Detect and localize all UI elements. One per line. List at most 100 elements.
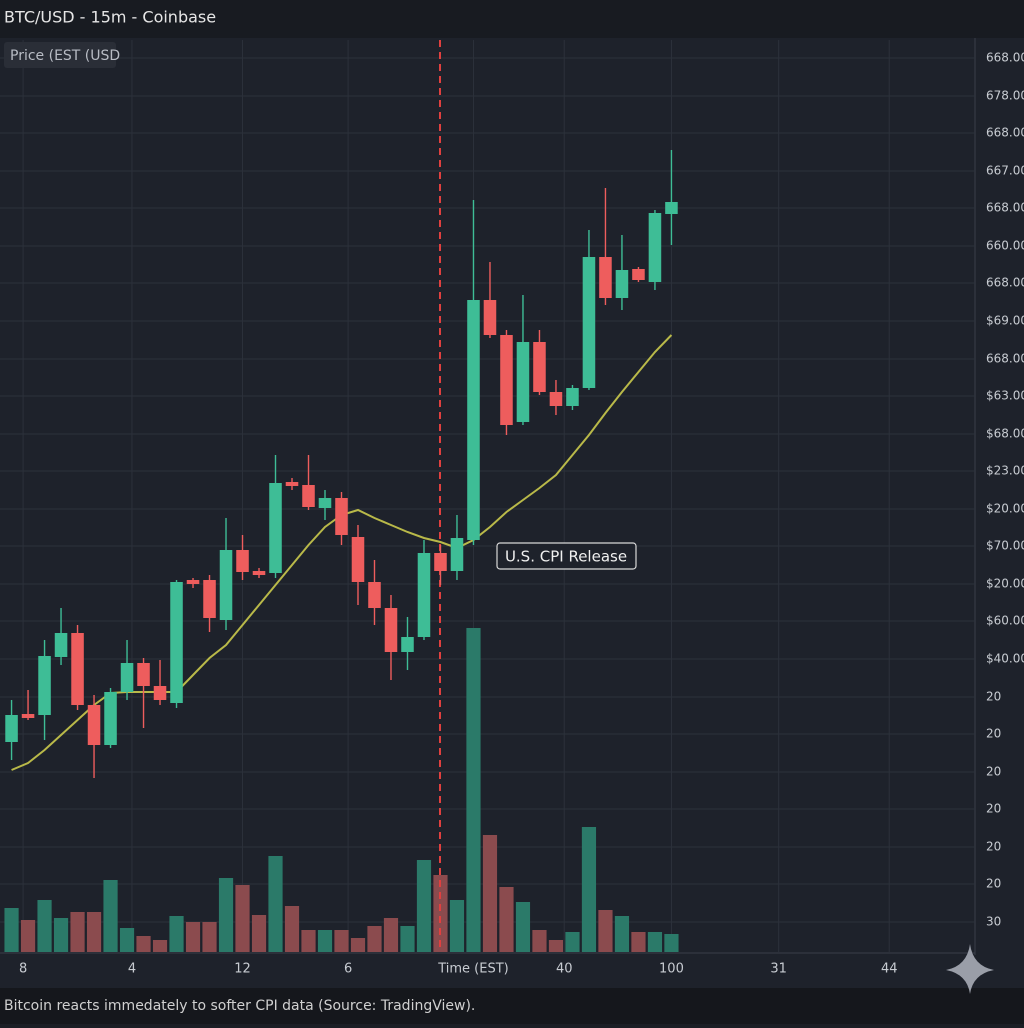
candle-body xyxy=(203,580,216,618)
candle-body xyxy=(186,580,200,584)
candle-body xyxy=(302,485,315,507)
y-tick-label: $20.00 xyxy=(986,577,1024,591)
volume-bar xyxy=(53,918,69,952)
volume-bar xyxy=(647,932,663,952)
y-tick-label: 30 xyxy=(986,915,1001,929)
volume-bar xyxy=(119,928,135,952)
volume-bar xyxy=(301,930,316,952)
y-tick-label: $69.00 xyxy=(986,314,1024,328)
y-tick-label: 20 xyxy=(986,802,1001,816)
candle-body xyxy=(54,633,68,657)
y-tick-label: $23.00 xyxy=(986,464,1024,478)
y-tick-label: $68.00 xyxy=(986,427,1024,441)
candle-body xyxy=(153,686,167,700)
volume-bar xyxy=(581,827,597,952)
x-tick-label: 12 xyxy=(234,962,251,977)
candle-body xyxy=(351,537,365,582)
candles xyxy=(5,150,678,778)
candle-body xyxy=(648,213,662,282)
candle-body xyxy=(137,663,150,686)
candle-body xyxy=(500,335,513,425)
x-tick-label: 4 xyxy=(128,962,136,977)
volume-bar xyxy=(218,878,234,952)
top-bar xyxy=(0,0,1024,38)
candle-body xyxy=(582,257,596,388)
volume-bar xyxy=(565,932,580,952)
volume-bar xyxy=(136,936,151,952)
volume-bar xyxy=(515,902,531,952)
x-tick-label: 44 xyxy=(881,962,898,977)
candle-body xyxy=(5,715,18,742)
x-tick-label: 6 xyxy=(344,962,352,977)
annotation-box xyxy=(496,542,637,570)
y-tick-label: 668.00 xyxy=(986,276,1024,290)
candle-body xyxy=(467,300,480,540)
volume-bar xyxy=(433,875,448,952)
volume-bar xyxy=(251,915,267,952)
y-tick-label: 20 xyxy=(986,840,1001,854)
candle-body xyxy=(21,714,35,718)
y-tick-label: $40.00 xyxy=(986,652,1024,666)
volume-bar xyxy=(202,922,217,952)
candle-body xyxy=(219,550,233,620)
volume-bar xyxy=(548,940,564,952)
volume-bar xyxy=(466,628,481,952)
y-tick-label: $70.00 xyxy=(986,539,1024,553)
y-tick-label: $20.00 xyxy=(986,502,1024,516)
volume-bars xyxy=(4,628,679,952)
volume-bar xyxy=(4,908,19,952)
annotation: U.S. CPI Release xyxy=(505,548,627,566)
x-tick-label: 40 xyxy=(556,962,573,977)
candle-body xyxy=(335,498,348,535)
candle-body xyxy=(516,342,530,422)
volume-bar xyxy=(185,922,201,952)
candle-body xyxy=(417,553,431,637)
y-tick-label: 668.00 xyxy=(986,201,1024,215)
y-tick-label: $63.00 xyxy=(986,389,1024,403)
x-tick-label: 8 xyxy=(19,962,27,977)
x-tick-label: 100 xyxy=(659,962,684,977)
volume-bar xyxy=(482,835,498,952)
candle-body xyxy=(318,498,332,508)
volume-bar xyxy=(664,934,679,952)
volume-bar xyxy=(37,900,52,952)
volume-bar xyxy=(103,880,118,952)
candle-body xyxy=(450,538,464,571)
volume-bar xyxy=(499,887,514,952)
volume-bar xyxy=(86,912,102,952)
candle-body xyxy=(236,550,249,572)
y-tick-label: 668.00 xyxy=(986,352,1024,366)
candle-body xyxy=(632,269,645,280)
volume-bar xyxy=(367,926,382,952)
volume-bar xyxy=(449,900,465,952)
candle-body xyxy=(566,388,579,406)
axis-labels: 30 20 20 20 20 20 20 $40.00 $60.00 $20.00 $70.00 $2… xyxy=(19,51,1024,977)
y-tick-label: 20 xyxy=(986,877,1001,891)
candle-body xyxy=(71,633,84,705)
volume-bar xyxy=(284,906,300,952)
volume-bar xyxy=(169,916,184,952)
candle-body xyxy=(483,300,497,335)
y-tick-label: 20 xyxy=(986,690,1001,704)
y-tick-label: 20 xyxy=(986,765,1001,779)
legend-box xyxy=(4,42,116,68)
y-tick-label: 678.00 xyxy=(986,89,1024,103)
candle-body xyxy=(615,270,629,298)
candle-body xyxy=(285,482,299,486)
y-tick-label: 667.00 xyxy=(986,164,1024,178)
candle-body xyxy=(120,663,134,692)
candle-body xyxy=(384,608,398,652)
volume-bar xyxy=(416,860,432,952)
volume-bar xyxy=(268,856,283,952)
y-tick-label: 668.00 xyxy=(986,51,1024,65)
candle-body xyxy=(170,582,183,703)
volume-bar xyxy=(334,930,349,952)
volume-bar xyxy=(20,920,36,952)
volume-bar xyxy=(70,912,85,952)
watermark-icon xyxy=(946,944,994,994)
y-tick-label: 20 xyxy=(986,727,1001,741)
candle-body xyxy=(38,656,51,715)
candle-body xyxy=(104,692,117,745)
